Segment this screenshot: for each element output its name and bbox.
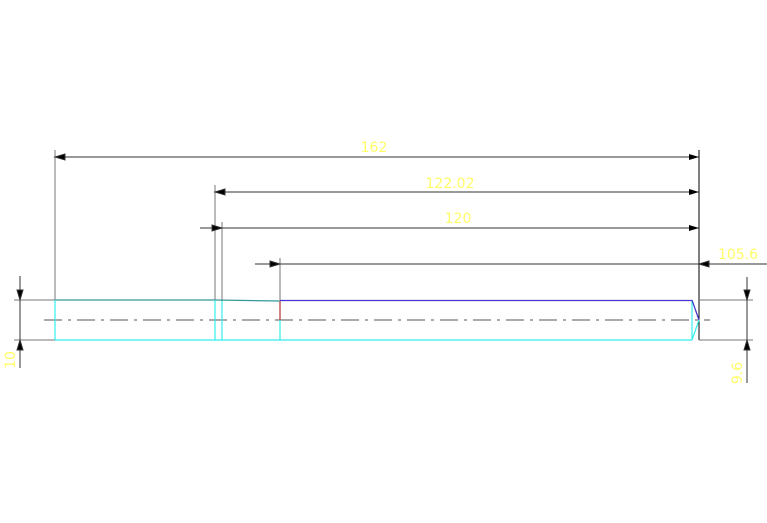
dim-text-162: 162 (361, 140, 388, 156)
dim-text-120: 120 (445, 211, 472, 227)
arrow-icon (16, 338, 24, 351)
dim-text-dia-left: 10 (3, 351, 19, 369)
arrow-icon (211, 224, 224, 232)
dimension-texts: 162 122.02 120 105.6 10 9.6 (3, 140, 758, 384)
arrow-icon (269, 260, 282, 268)
extension-lines (14, 150, 753, 341)
dim-text-dia-right: 9.6 (730, 362, 746, 384)
arrow-icon (697, 260, 710, 268)
shaft-outline (54, 299, 700, 341)
dim-text-122: 122.02 (426, 176, 475, 192)
arrow-icon (743, 338, 751, 351)
arrow-icon (53, 153, 66, 161)
chamfer-bottom (691, 319, 700, 341)
arrow-icon (16, 289, 24, 302)
arrow-icon (213, 188, 226, 196)
arrow-icon (743, 289, 751, 302)
chamfer-top (691, 299, 700, 321)
outline-top-mid (214, 299, 281, 302)
dim-text-105: 105.6 (718, 247, 758, 263)
dimension-lines (16, 153, 767, 383)
